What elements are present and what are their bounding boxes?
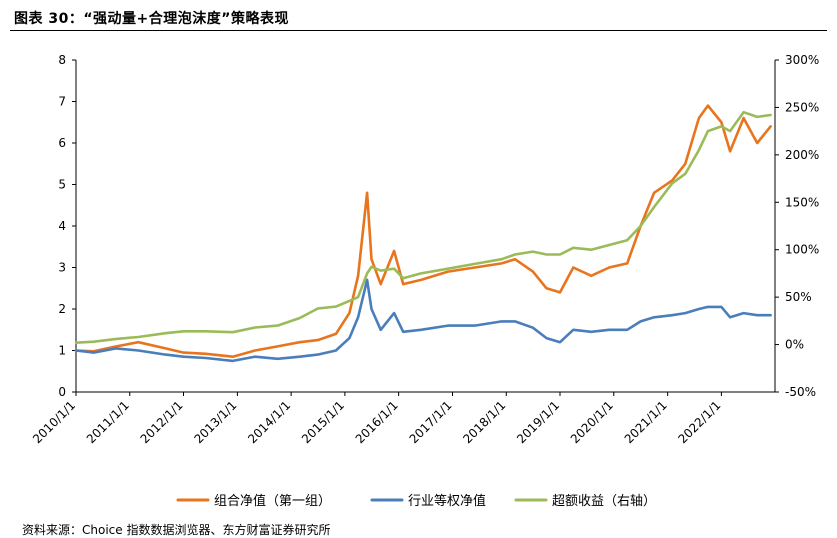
x-tick-label: 2018/1/1 [460, 398, 508, 446]
y-tick-label-left: 0 [58, 385, 66, 399]
series-line-1 [74, 104, 772, 359]
y-tick-label-right: 50% [785, 290, 812, 304]
series-line-2 [74, 278, 772, 363]
chart-axes: 0 1 2 3 4 5 6 7 8 -50% 0% 50% 100% 150% 200% 250% 300% 20… [30, 53, 819, 446]
y-tick-label-left: 5 [58, 178, 66, 192]
source-note: 资料来源：Choice 指数数据浏览器、东方财富证券研究所 [22, 523, 331, 537]
series-line-3 [74, 110, 772, 345]
legend-label-3: 超额收益（右轴） [552, 494, 656, 509]
x-tick-label: 2017/1/1 [407, 398, 455, 446]
y-tick-label-right: 150% [785, 195, 819, 209]
y-tick-label-left: 6 [58, 136, 66, 150]
y-tick-label-right: -50% [785, 385, 816, 399]
y-tick-label-right: 250% [785, 100, 819, 114]
y-tick-label-right: 300% [785, 53, 819, 67]
x-tick-label: 2022/1/1 [676, 398, 724, 446]
x-tick-label: 2020/1/1 [568, 398, 616, 446]
x-tick-label: 2019/1/1 [514, 398, 562, 446]
x-tick-label: 2015/1/1 [299, 398, 347, 446]
x-tick-label: 2010/1/1 [30, 398, 78, 446]
x-tick-label: 2016/1/1 [353, 398, 401, 446]
y-tick-label-left: 1 [58, 344, 66, 358]
legend-label-1: 组合净值（第一组） [214, 493, 331, 509]
y-tick-label-left: 2 [58, 302, 66, 316]
x-tick-label: 2012/1/1 [138, 398, 186, 446]
figure-title: 图表 30：“强动量+合理泡沫度”策略表现 [14, 11, 289, 27]
y-tick-label-left: 7 [58, 95, 66, 109]
series-layer [74, 104, 772, 363]
y-tick-label-right: 100% [785, 243, 819, 257]
legend-label-2: 行业等权净值 [408, 493, 486, 509]
y-tick-label-left: 8 [58, 53, 66, 67]
y-tick-label-right: 200% [785, 148, 819, 162]
x-tick-label: 2011/1/1 [84, 398, 132, 446]
y-tick-label-left: 3 [58, 261, 66, 275]
x-tick-label: 2013/1/1 [191, 398, 239, 446]
x-tick-label: 2014/1/1 [245, 398, 293, 446]
title-rule [10, 30, 827, 31]
y-tick-label-right: 0% [785, 338, 804, 352]
chart-legend: 组合净值（第一组） 行业等权净值 超额收益（右轴） [176, 493, 656, 509]
x-tick-label: 2021/1/1 [622, 398, 670, 446]
y-tick-label-left: 4 [58, 219, 66, 233]
